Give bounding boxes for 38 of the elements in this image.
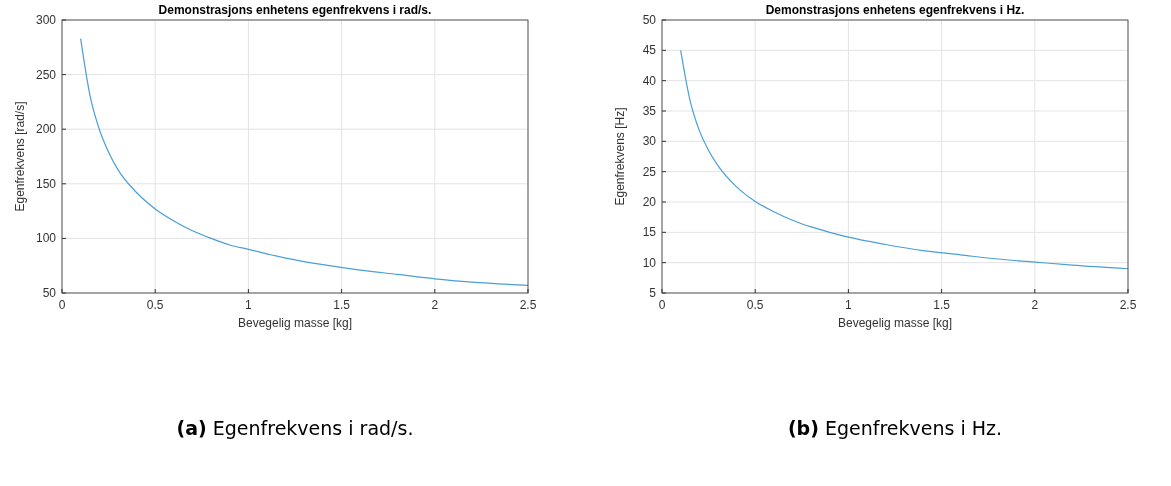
y-tick-label: 35 (642, 104, 657, 118)
x-tick-label: 0 (58, 298, 66, 312)
y-tick-label: 30 (642, 134, 657, 149)
x-tick-label: 1 (845, 298, 853, 312)
x-tick-label: 2.5 (1119, 298, 1137, 312)
y-tick-label: 5 (649, 286, 657, 300)
y-axis-title: Egenfrekvens [rad/s] (13, 101, 27, 212)
x-tick-label: 0.5 (146, 298, 164, 312)
y-tick-label: 25 (642, 164, 657, 179)
y-tick-label: 150 (35, 176, 57, 191)
text: (b) Egenfrekvens i Hz. (787, 417, 1003, 439)
y-tick-label: 100 (35, 231, 57, 246)
y-tick-label: 250 (35, 67, 57, 82)
x-tick-label: 0 (658, 298, 666, 312)
y-axis-title: Egenfrekvens [Hz] (613, 107, 627, 206)
y-tick-label: 10 (642, 255, 657, 270)
y-tick-label: 50 (42, 286, 57, 300)
x-axis-title: Bevegelig masse [kg] (237, 316, 353, 330)
line-series (680, 49, 1129, 270)
chart-title: Demonstrasjons enhetens egenfrekvens i rad/s. (158, 3, 432, 17)
y-tick-label: 20 (642, 195, 657, 209)
y-tick-label: 40 (642, 73, 657, 88)
line-series (80, 37, 529, 286)
x-tick-label: 1.5 (333, 298, 351, 312)
x-tick-label: 2 (1031, 298, 1039, 312)
x-tick-label: 2.5 (519, 298, 537, 312)
y-tick-label: 200 (35, 122, 57, 137)
y-tick-label: 15 (642, 225, 657, 240)
x-axis-title: Bevegelig masse [kg] (837, 316, 953, 330)
x-tick-label: 2 (431, 298, 439, 312)
chart-title: Demonstrasjons enhetens egenfrekvens i Hz. (765, 3, 1025, 17)
y-tick-label: 300 (35, 13, 57, 27)
x-tick-label: 0.5 (746, 298, 764, 312)
x-tick-label: 1 (245, 298, 253, 312)
y-tick-label: 50 (642, 13, 657, 27)
text: (a) Egenfrekvens i rad/s. (176, 417, 414, 439)
y-tick-label: 45 (642, 43, 657, 58)
x-tick-label: 1.5 (933, 298, 951, 312)
